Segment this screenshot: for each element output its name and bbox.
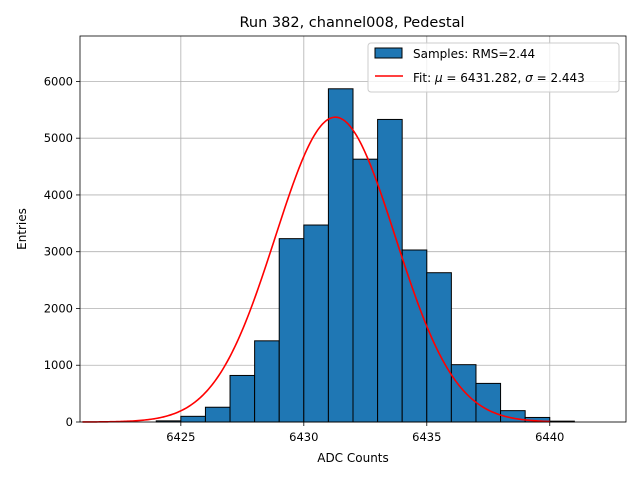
histogram-bar [254, 340, 280, 423]
histogram-bar [352, 158, 379, 423]
y-tick-label: 6000 [44, 74, 73, 88]
fit-curve [82, 116, 550, 423]
histogram-bar [475, 382, 502, 423]
histogram-bar [450, 364, 477, 423]
histogram-bar [327, 88, 354, 423]
y-tick-label: 0 [66, 415, 73, 429]
y-axis-label: Entries [15, 208, 29, 250]
chart-title: Run 382, channel008, Pedestal [239, 15, 464, 31]
x-tick-label: 6440 [535, 430, 564, 444]
y-tick-label: 1000 [44, 358, 73, 372]
fit-curve-group [82, 116, 550, 423]
x-axis-ticks: 6425 6430 6435 6440 [166, 422, 564, 444]
histogram-bar [377, 118, 403, 423]
histogram-bar [303, 224, 329, 423]
y-tick-label: 5000 [44, 131, 73, 145]
y-tick-label: 3000 [44, 245, 73, 259]
histogram-bar [204, 406, 231, 423]
histogram-bar [229, 374, 256, 423]
legend-swatch-samples [374, 47, 403, 59]
histogram-bar [401, 249, 428, 423]
y-tick-label: 4000 [44, 188, 73, 202]
legend: Samples: RMS=2.44 Fit: μ = 6431.282, σ =… [367, 42, 620, 93]
plot-frame [79, 35, 627, 423]
legend-label-fit: Fit: μ = 6431.282, σ = 2.443 [413, 71, 585, 85]
legend-frame [367, 42, 620, 93]
y-tick-label: 2000 [44, 301, 73, 315]
legend-label-samples: Samples: RMS=2.44 [413, 47, 535, 61]
y-axis-ticks: 0 1000 2000 3000 4000 5000 6000 [44, 74, 80, 429]
histogram-bars [155, 88, 575, 423]
histogram-bar [426, 272, 452, 423]
histogram-bar [180, 415, 206, 423]
histogram-bar [278, 238, 305, 423]
x-axis-label: ADC Counts [317, 451, 389, 465]
x-tick-label: 6430 [289, 430, 318, 444]
x-tick-label: 6435 [412, 430, 441, 444]
x-tick-label: 6425 [166, 430, 195, 444]
